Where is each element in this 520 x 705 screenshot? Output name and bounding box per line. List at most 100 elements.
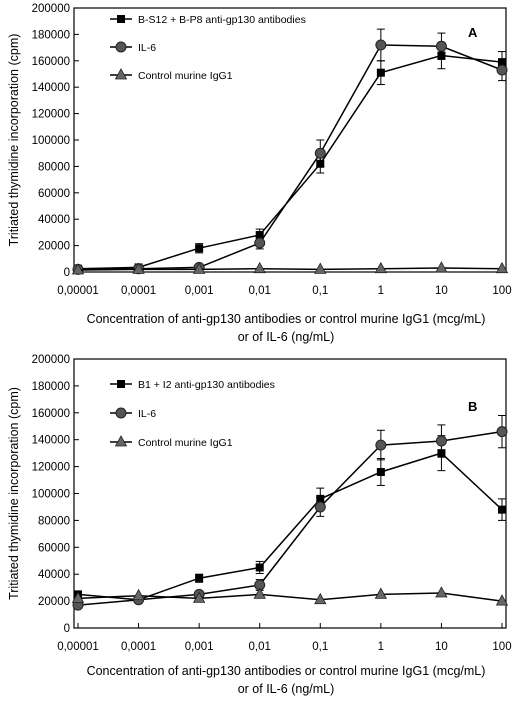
series-line	[77, 267, 503, 271]
series-line	[77, 592, 503, 602]
x-tick-label: 0,1	[312, 641, 328, 653]
data-point	[435, 40, 447, 52]
series-line	[77, 452, 503, 601]
data-point	[314, 147, 326, 159]
data-point	[314, 501, 326, 513]
y-tick-label: 0	[64, 623, 70, 635]
data-point	[314, 592, 327, 605]
x-tick-label: 1	[378, 641, 384, 653]
data-point	[253, 587, 266, 599]
x-tick-label: 0,1	[312, 285, 328, 297]
data-point	[71, 591, 85, 603]
x-tick-label: 0,01	[249, 285, 271, 297]
legend-swatch-marker	[115, 41, 127, 53]
legend-label: IL-6	[138, 42, 156, 54]
x-axis-title-line: Concentration of anti-gp130 antibodies o…	[87, 312, 486, 326]
series-line	[77, 430, 503, 606]
legend-label: IL-6	[138, 408, 156, 420]
data-point	[495, 594, 509, 606]
y-tick-label: 140000	[32, 435, 70, 447]
data-point	[132, 588, 145, 601]
x-tick-label: 100	[492, 285, 511, 297]
legend-label: Control murine IgG1	[138, 70, 233, 82]
data-point	[495, 261, 509, 274]
legend: B1 + I2 anti-gp130 antibodies IL-6 Control…	[110, 379, 275, 449]
series-square	[74, 435, 506, 604]
data-point	[496, 426, 508, 438]
data-point	[192, 591, 206, 603]
data-point	[435, 586, 448, 598]
x-tick-label: 100	[492, 641, 511, 653]
data-point	[376, 68, 385, 77]
y-tick-label: 80000	[38, 515, 70, 527]
series-triangle	[71, 261, 509, 275]
y-axis-title: Tritiated thymidine incorporation (cpm)	[7, 34, 21, 247]
data-point	[255, 231, 264, 240]
x-axis-title-line: Concentration of anti-gp130 antibodies o…	[87, 664, 486, 678]
series-triangle	[71, 586, 509, 606]
y-tick-label: 120000	[32, 109, 70, 121]
y-tick-label: 200000	[32, 354, 70, 366]
x-tick-label: 0,001	[185, 641, 214, 653]
y-tick-label: 60000	[38, 188, 70, 200]
series-line	[77, 54, 503, 270]
legend-swatch-marker	[114, 68, 128, 80]
y-tick-label: 200000	[32, 3, 70, 15]
y-tick-label: 100000	[32, 489, 70, 501]
data-point	[132, 262, 145, 274]
x-tick-label: 10	[435, 285, 448, 297]
y-axis-title: Tritiated thymidine incorporation (cpm)	[7, 387, 21, 600]
data-point	[435, 435, 447, 447]
legend-swatch-marker	[117, 380, 125, 388]
y-tick-label: 40000	[38, 569, 70, 581]
data-point	[314, 262, 327, 274]
data-point	[195, 244, 204, 253]
data-point	[496, 64, 508, 76]
y-tick-label: 20000	[38, 596, 70, 608]
panel-b: 0 20000 40000 60000 80000 100000 120000 140000 1…	[7, 354, 512, 696]
y-tick-label: 180000	[32, 381, 70, 393]
legend-swatch-marker	[114, 435, 128, 447]
panel-a: 0 20000 40000 60000 80000 100000 120000 140000 1…	[7, 3, 512, 344]
x-tick-label: 0,01	[249, 641, 271, 653]
data-point	[375, 39, 387, 51]
legend: B-S12 + B-P8 anti-gp130 antibodies IL-6 Co…	[110, 14, 306, 82]
data-point	[192, 262, 206, 274]
x-tick-label: 0,0001	[121, 285, 156, 297]
legend-label: Control murine IgG1	[138, 437, 233, 449]
y-tick-label: 60000	[38, 542, 70, 554]
y-tick-label: 80000	[38, 161, 70, 173]
data-point	[374, 587, 388, 599]
data-point	[374, 261, 388, 274]
x-tick-label: 0,001	[185, 285, 214, 297]
x-tick-label: 1	[378, 285, 384, 297]
panel-letter: B	[468, 399, 477, 414]
data-point	[255, 563, 264, 572]
data-point	[498, 505, 506, 514]
y-tick-label: 160000	[32, 408, 70, 420]
series-line	[77, 44, 503, 271]
y-tick-label: 160000	[32, 56, 70, 68]
data-point	[435, 261, 448, 273]
x-tick-label: 10	[435, 641, 448, 653]
data-point	[71, 263, 85, 275]
x-tick-label: 0,0001	[121, 641, 156, 653]
x-tick-label: 0,00001	[57, 285, 99, 297]
legend-swatch-marker	[117, 15, 125, 23]
legend-swatch-marker	[115, 407, 127, 419]
y-tick-label: 100000	[32, 135, 70, 147]
x-axis-title-line: or of IL-6 (ng/mL)	[238, 682, 335, 696]
legend-label: B1 + I2 anti-gp130 antibodies	[138, 379, 275, 391]
legend-label: B-S12 + B-P8 anti-gp130 antibodies	[138, 14, 306, 26]
x-axis-title-line: or of IL-6 (ng/mL)	[238, 330, 335, 344]
y-tick-label: 40000	[38, 214, 70, 226]
y-tick-label: 20000	[38, 241, 70, 253]
data-point	[253, 261, 266, 274]
x-tick-label: 0,00001	[57, 641, 99, 653]
y-tick-label: 120000	[32, 462, 70, 474]
data-point	[375, 439, 387, 451]
y-tick-label: 140000	[32, 82, 70, 94]
panel-letter: A	[468, 25, 478, 40]
